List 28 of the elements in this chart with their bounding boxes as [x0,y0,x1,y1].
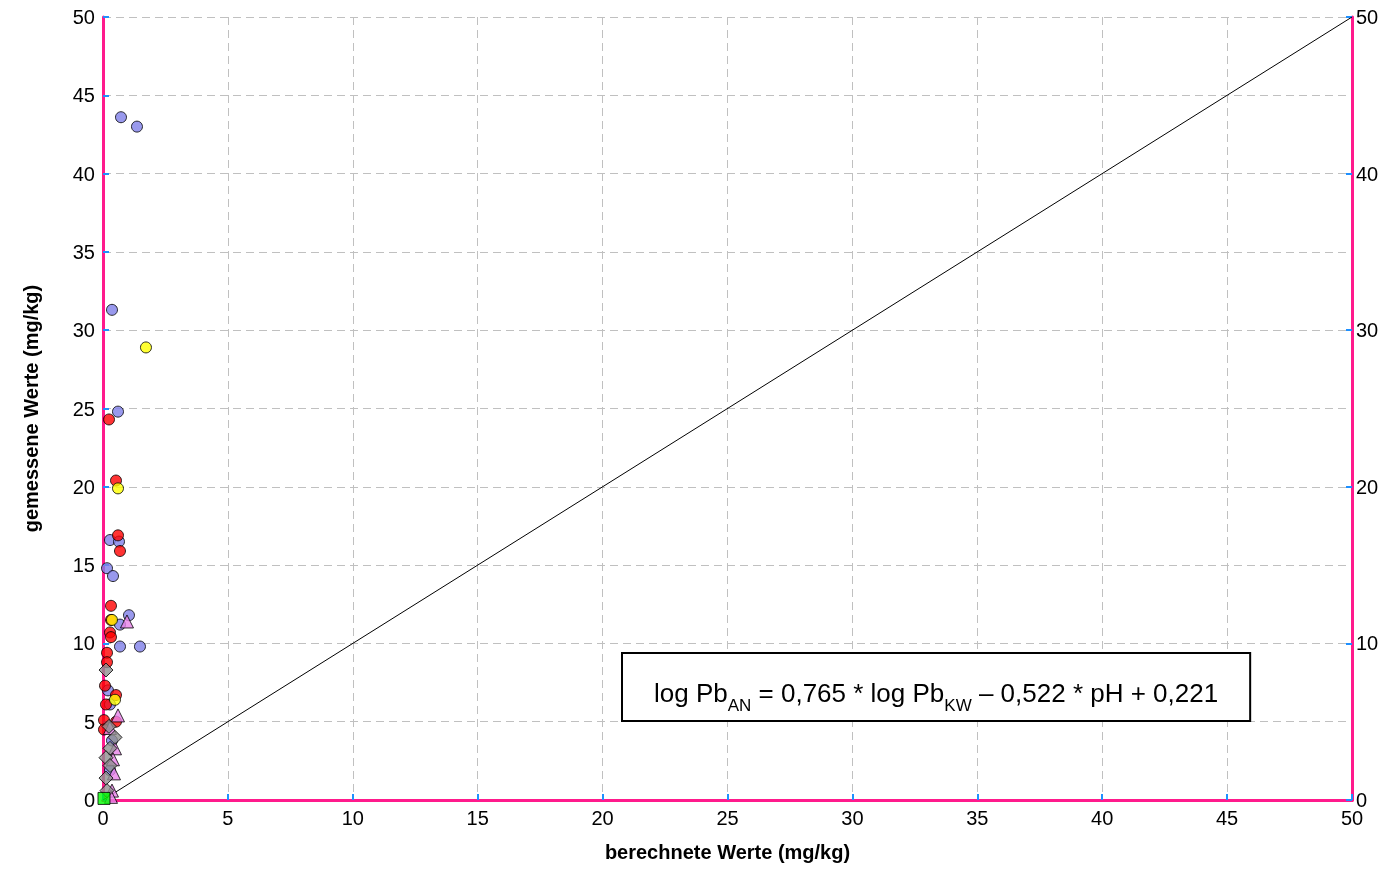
x-axis-title: berechnete Werte (mg/kg) [604,841,851,863]
y2-tick-label: 40 [1356,162,1379,185]
y-tick-label: 15 [72,554,95,577]
x-tick-label: 20 [591,807,614,829]
y-tick-label: 40 [72,162,95,185]
y2-tick-label: 10 [1356,632,1379,655]
x-tick-label: 10 [341,807,364,829]
y-tick-label: 5 [83,710,95,733]
y-tick-label: 30 [72,319,95,342]
y-tick-label: 0 [83,789,95,811]
x-tick-label: 5 [222,807,234,829]
x-tick-label: 45 [1215,807,1239,829]
x-tick-label: 0 [97,807,109,829]
x-tick-label: 25 [716,807,739,829]
y-tick-label: 25 [72,397,95,420]
y-tick-label: 50 [72,6,95,28]
y-tick-label: 45 [72,84,95,107]
x-tick-label: 35 [966,807,989,829]
y-axis-title: gemessene Werte (mg/kg) [20,284,42,533]
y2-tick-label: 20 [1356,475,1379,498]
y-tick-label: 10 [72,632,95,655]
x-tick-label: 30 [841,807,864,829]
x-tick-label: 15 [466,807,489,829]
y-tick-label: 20 [72,475,95,498]
y2-tick-label: 50 [1356,6,1379,28]
y2-tick-label: 30 [1356,319,1379,342]
x-tick-label: 40 [1091,807,1114,829]
y-tick-label: 35 [72,240,95,263]
